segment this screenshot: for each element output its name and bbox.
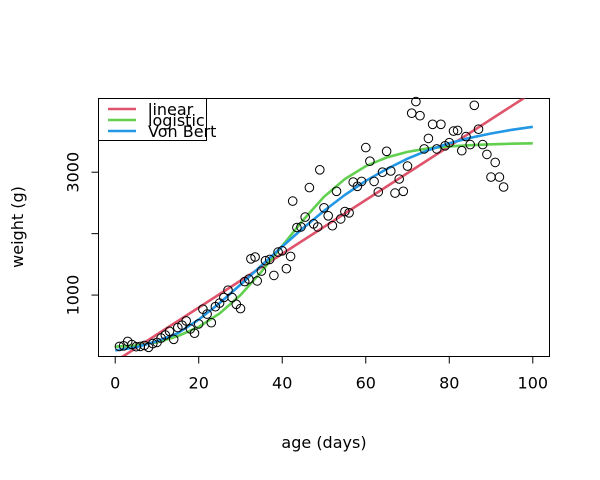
data-point-50 <box>315 165 325 175</box>
legend-label: logistic <box>148 111 205 130</box>
data-point-84 <box>457 145 467 156</box>
data-point-87 <box>469 100 480 111</box>
data-point-33 <box>250 252 260 262</box>
data-point-42 <box>285 251 296 262</box>
data-point-55 <box>335 214 346 224</box>
legend-label: linear <box>148 100 194 119</box>
data-point-32 <box>246 253 256 264</box>
data-point-36 <box>260 255 271 266</box>
data-point-41 <box>281 263 292 274</box>
data-point-77 <box>427 119 438 130</box>
data-point-19 <box>193 319 204 329</box>
data-point-16 <box>181 316 191 326</box>
x-tick-label: 20 <box>189 374 209 393</box>
x-tick-label: 0 <box>110 374 120 393</box>
x-tick-label: 80 <box>439 374 459 393</box>
data-point-76 <box>423 133 434 144</box>
data-point-56 <box>340 206 350 217</box>
data-point-34 <box>252 276 263 286</box>
data-point-13 <box>168 334 179 345</box>
data-point-72 <box>406 108 417 118</box>
y-tick-label: 1000 <box>64 275 83 316</box>
data-point-94 <box>498 182 509 192</box>
data-point-81 <box>444 137 455 148</box>
data-point-74 <box>415 110 425 121</box>
data-point-52 <box>323 211 334 221</box>
data-point-22 <box>206 317 217 328</box>
data-point-78 <box>432 144 442 154</box>
data-point-29 <box>235 303 246 314</box>
data-point-61 <box>361 142 371 153</box>
data-point-62 <box>365 156 375 166</box>
fit-line-von-bert <box>115 125 533 352</box>
data-point-49 <box>312 222 323 232</box>
data-point-51 <box>319 203 329 213</box>
y-axis: 1000 3000 <box>64 152 99 316</box>
data-point-90 <box>482 149 492 160</box>
fit-line-logistic <box>115 142 533 348</box>
data-point-73 <box>411 96 421 107</box>
data-point-12 <box>164 326 175 337</box>
y-axis-title: weight (g) <box>8 186 27 268</box>
data-point-27 <box>227 292 237 303</box>
data-point-44 <box>292 222 302 233</box>
data-point-79 <box>436 119 446 130</box>
data-point-71 <box>402 161 413 171</box>
data-point-37 <box>264 254 275 265</box>
data-point-47 <box>304 182 315 193</box>
x-axis: 0 20 40 60 80 100 <box>110 356 549 393</box>
y-tick-label: 3000 <box>64 152 83 193</box>
data-point-75 <box>419 144 430 154</box>
data-point-70 <box>398 186 409 197</box>
data-point-18 <box>189 328 200 339</box>
x-tick-label: 100 <box>518 374 549 393</box>
data-point-43 <box>287 196 298 206</box>
data-point-63 <box>369 176 379 187</box>
data-point-83 <box>452 125 463 136</box>
data-point-93 <box>494 172 505 182</box>
data-point-21 <box>202 309 212 319</box>
legend-label: Von Bert <box>148 122 216 141</box>
x-tick-label: 60 <box>356 374 376 393</box>
data-point-53 <box>327 220 338 231</box>
data-point-35 <box>256 266 267 276</box>
data-point-8 <box>148 338 158 349</box>
data-point-64 <box>373 187 384 197</box>
data-point-67 <box>386 166 396 176</box>
data-point-54 <box>331 186 342 197</box>
data-point-45 <box>296 222 306 232</box>
data-point-39 <box>273 247 283 257</box>
data-point-38 <box>269 270 279 281</box>
data-points <box>114 96 509 353</box>
data-point-89 <box>477 139 488 150</box>
data-point-69 <box>394 174 405 184</box>
data-point-85 <box>461 131 471 142</box>
data-point-92 <box>490 157 501 168</box>
data-point-60 <box>356 176 367 187</box>
data-point-68 <box>390 188 400 198</box>
data-point-88 <box>473 124 484 134</box>
data-point-66 <box>381 146 392 157</box>
x-axis-title: age (days) <box>281 433 366 452</box>
data-point-86 <box>465 139 476 150</box>
data-point-0 <box>114 341 125 352</box>
data-point-46 <box>300 212 311 222</box>
data-point-26 <box>223 285 233 296</box>
x-tick-label: 40 <box>272 374 292 393</box>
data-point-82 <box>448 126 459 136</box>
data-point-40 <box>277 246 288 256</box>
data-point-57 <box>344 208 354 218</box>
data-point-91 <box>486 172 496 182</box>
